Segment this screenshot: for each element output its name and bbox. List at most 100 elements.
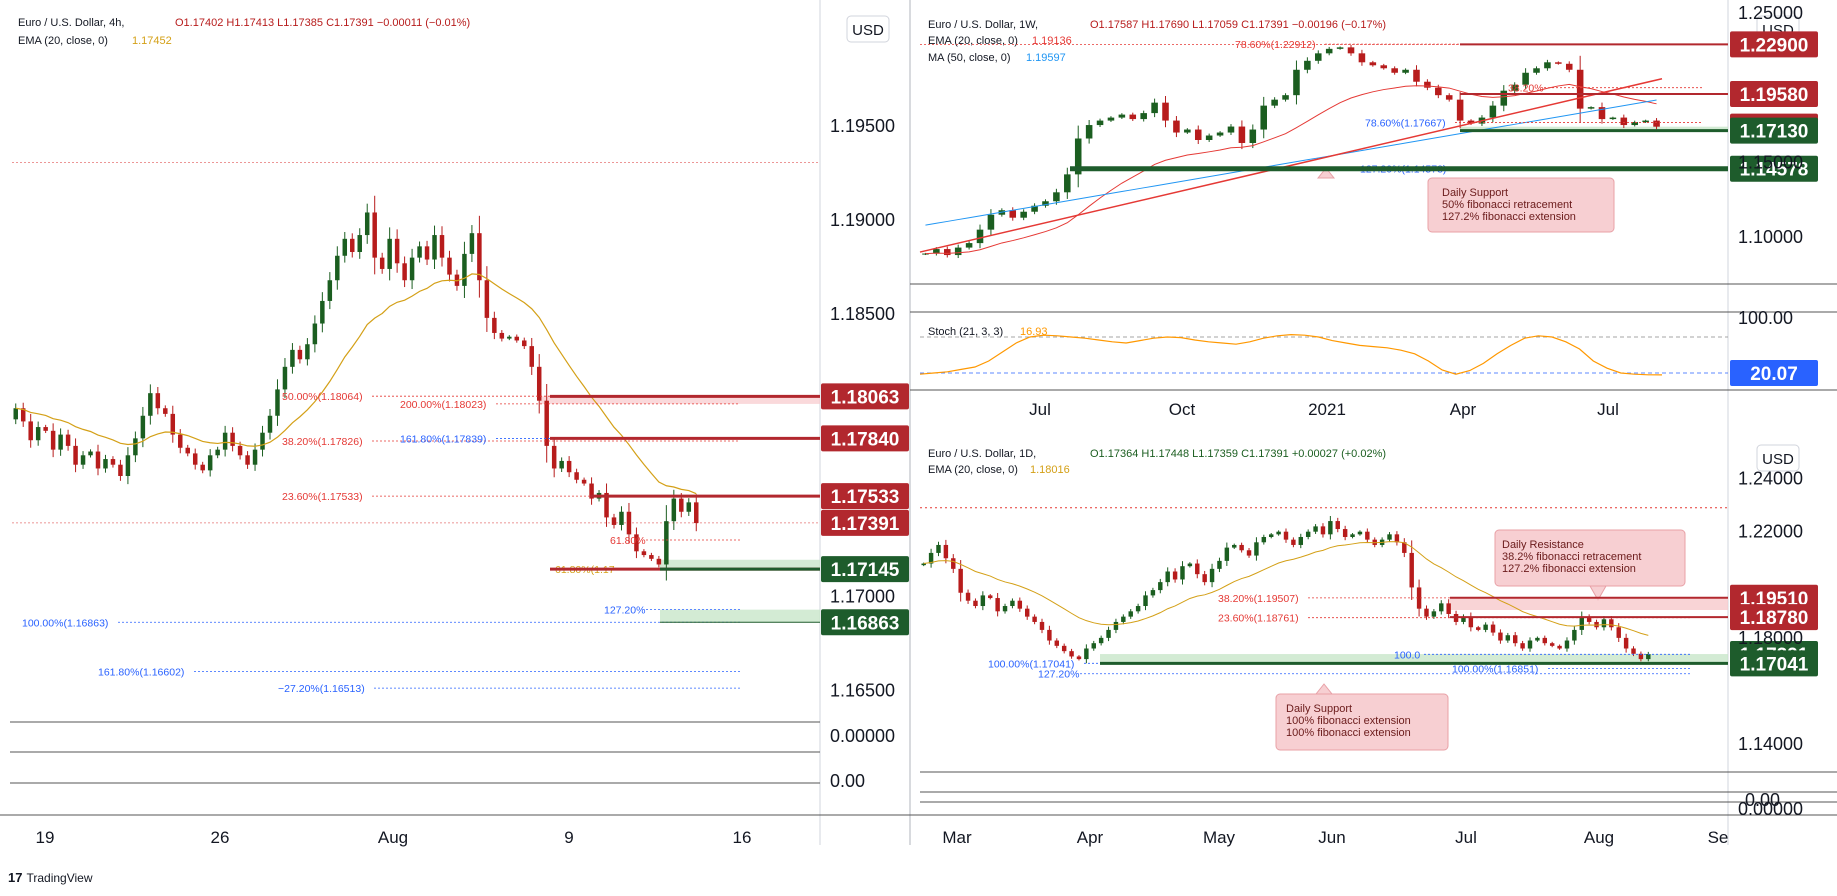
- left-candle: [499, 332, 505, 339]
- weekly-candle: [1631, 122, 1638, 126]
- weekly-ma-value: 1.19597: [1026, 52, 1066, 64]
- left-candle: [477, 233, 482, 281]
- left-currency-label: USD: [852, 22, 884, 39]
- weekly-candle: [1653, 120, 1660, 127]
- daily-candle: [1527, 640, 1533, 649]
- daily-x-tick-4: Jul: [1455, 828, 1477, 847]
- weekly-candle: [1064, 174, 1071, 193]
- daily-sub-tick-0: 0.00: [1745, 790, 1780, 810]
- weekly-y-tick-1: 1.15000: [1738, 152, 1803, 172]
- daily-candle: [1394, 534, 1400, 543]
- daily-resistance-title: Daily Resistance: [1502, 539, 1584, 551]
- daily-candle: [1461, 616, 1466, 622]
- left-candle: [290, 349, 295, 367]
- left-candle: [649, 555, 654, 559]
- left-candle: [20, 408, 26, 422]
- left-candle: [312, 323, 318, 345]
- daily-candle: [1195, 563, 1200, 575]
- weekly-ema-line: [925, 83, 1657, 255]
- weekly-y-tick-0: 1.25000: [1738, 3, 1803, 23]
- daily-fib-label-4: 100.00%(1.16851): [1452, 663, 1538, 675]
- daily-resistance-callout: Daily Resistance 38.2% fibonacci retrace…: [1494, 529, 1686, 602]
- left-fib-label-3: 161.80%(1.17839): [400, 434, 486, 446]
- weekly-ema-value: 1.19136: [1032, 35, 1072, 47]
- weekly-candle: [1435, 87, 1442, 96]
- daily-candle: [1239, 544, 1244, 551]
- weekly-candle: [1576, 69, 1584, 109]
- left-fib-label-7: 127.20%: [604, 605, 645, 617]
- left-candle: [252, 449, 258, 465]
- left-candle: [163, 408, 168, 414]
- daily-candle: [1232, 544, 1237, 548]
- weekly-candle: [1489, 105, 1497, 118]
- daily-currency-button[interactable]: USD: [1756, 444, 1800, 472]
- weekly-candle: [1565, 63, 1573, 70]
- daily-candle: [1535, 637, 1540, 641]
- left-candle: [320, 300, 325, 324]
- daily-candle: [988, 595, 993, 599]
- left-x-tick-2: Aug: [378, 828, 408, 847]
- daily-candle: [1061, 645, 1067, 652]
- left-price-label-5: 1.16863: [831, 613, 900, 634]
- weekly-candle: [976, 229, 984, 244]
- tradingview-logo[interactable]: 17 TradingView: [8, 870, 93, 885]
- daily-candle: [1631, 648, 1636, 654]
- left-candle: [178, 434, 183, 448]
- weekly-candle: [1609, 117, 1617, 120]
- daily-candle: [1424, 608, 1429, 617]
- left-fib-label-10: −27.20%(1.16513): [278, 683, 365, 695]
- stoch-line: [919, 333, 1663, 376]
- left-candle: [80, 455, 86, 465]
- weekly-candle: [1020, 211, 1027, 218]
- weekly-legend: Euro / U.S. Dollar, 1W, O1.17587 H1.1769…: [928, 19, 1386, 64]
- daily-ema-value: 1.18016: [1030, 464, 1070, 476]
- left-candle: [170, 413, 176, 435]
- left-candle: [335, 255, 340, 281]
- left-candle: [372, 212, 377, 258]
- weekly-candle: [1216, 132, 1224, 136]
- weekly-candle: [954, 247, 962, 256]
- weekly-candle: [1598, 107, 1606, 120]
- weekly-callout-title: Daily Support: [1442, 187, 1508, 199]
- daily-candle: [1431, 611, 1437, 617]
- left-candle: [58, 434, 63, 450]
- left-candle: [140, 415, 146, 439]
- daily-candle: [921, 563, 926, 566]
- weekly-candle: [1304, 60, 1311, 70]
- weekly-candle: [1129, 114, 1137, 120]
- weekly-price-label-bg-0: [1730, 31, 1818, 58]
- daily-candle: [1601, 619, 1607, 628]
- weekly-candle: [1140, 113, 1147, 120]
- weekly-fib-label-2: 78.60%(1.17667): [1365, 118, 1446, 130]
- weekly-candle: [1085, 125, 1093, 139]
- weekly-candle: [1205, 135, 1213, 140]
- daily-candle: [1416, 587, 1422, 609]
- daily-candle: [1402, 542, 1407, 553]
- left-candle: [664, 521, 669, 565]
- weekly-candle: [1227, 126, 1235, 133]
- left-currency-button[interactable]: USD: [846, 15, 890, 43]
- daily-candle: [1143, 595, 1148, 607]
- daily-candle: [1246, 550, 1252, 556]
- weekly-candle: [965, 243, 973, 248]
- daily-fib-label-5: 127.20%: [1038, 669, 1079, 681]
- weekly-candle: [944, 249, 951, 256]
- left-candle: [402, 263, 407, 281]
- left-candle: [432, 235, 437, 260]
- daily-y-tick-1: 1.22000: [1738, 522, 1803, 542]
- daily-candle: [1172, 571, 1178, 580]
- daily-candle: [951, 558, 956, 569]
- left-candle: [260, 432, 265, 450]
- left-candle: [118, 464, 123, 476]
- daily-candle: [1446, 603, 1451, 614]
- left-candle: [686, 502, 692, 512]
- daily-symbol: Euro / U.S. Dollar, 1D,: [928, 448, 1036, 460]
- daily-candle: [1032, 616, 1037, 622]
- left-candle: [65, 434, 71, 446]
- left-symbol: Euro / U.S. Dollar, 4h,: [18, 17, 124, 29]
- daily-candle: [1498, 632, 1503, 641]
- daily-candle: [1616, 627, 1621, 638]
- weekly-candle: [1522, 72, 1529, 85]
- daily-candle: [1268, 534, 1274, 537]
- left-candle: [185, 447, 190, 454]
